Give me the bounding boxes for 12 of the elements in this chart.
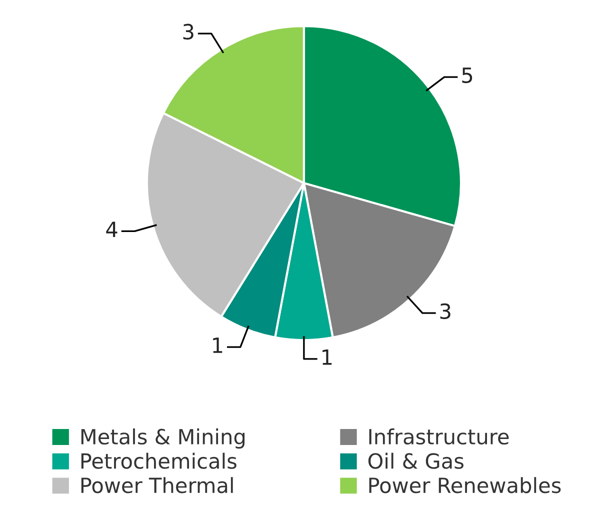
legend-label: Metals & Mining [81,428,245,449]
data-label: 4 [106,222,118,237]
data-label: 3 [440,303,450,320]
data-label: 1 [322,350,332,365]
data-label: 1 [213,338,222,353]
data-label: 3 [183,24,194,40]
legend-label: Oil & Gas [368,452,464,469]
legend-label: Power Renewables [369,477,561,494]
legend-label: Power Thermal [81,477,233,494]
legend-label: Petrochemicals [81,452,236,469]
legend-label: Infrastructure [369,428,509,445]
data-label: 5 [462,68,472,84]
